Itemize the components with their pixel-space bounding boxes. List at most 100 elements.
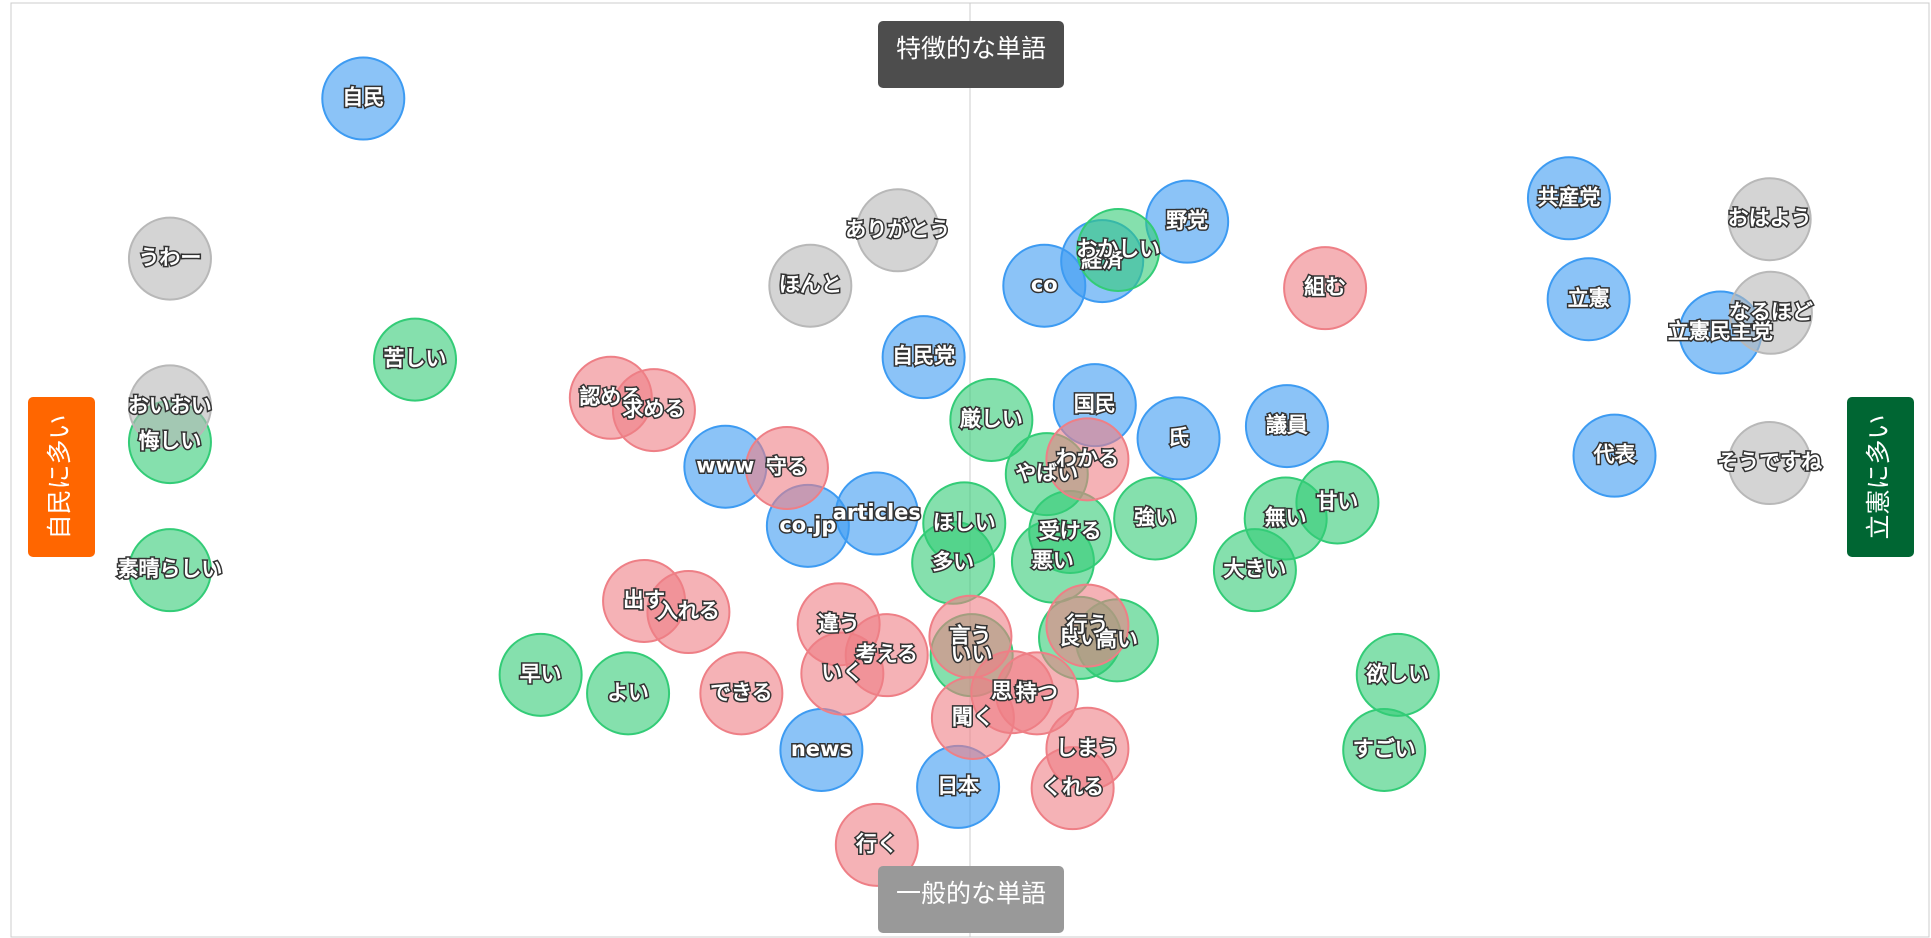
word-label: 良い <box>1059 625 1101 649</box>
word-label: おはよう <box>1728 206 1812 230</box>
word-bubble <box>321 56 406 141</box>
top-label-box <box>878 21 1064 88</box>
right-label: 立憲に多い <box>1864 414 1893 539</box>
word-label: くれる <box>1041 775 1104 799</box>
word-label: わかる <box>1056 446 1119 470</box>
word-label: 行う <box>1065 613 1108 637</box>
word-label: 大きい <box>1223 557 1286 581</box>
word-bubble <box>1045 583 1130 668</box>
word-label: 日本 <box>937 774 979 798</box>
word-label: 代表 <box>1593 443 1637 467</box>
word-label: 考える <box>855 642 917 666</box>
word-label: 甘い <box>1316 489 1358 513</box>
bottom-label: 一般的な単語 <box>896 879 1046 908</box>
word-label: 認める <box>579 385 642 409</box>
word-bubble <box>1546 257 1631 342</box>
word-bubble <box>1727 421 1812 506</box>
word-label: 思う <box>991 679 1033 703</box>
word-label: ありがとう <box>845 217 950 241</box>
word-bubble <box>881 315 966 400</box>
word-label: なるほど <box>1729 300 1813 324</box>
word-label: できる <box>710 680 773 704</box>
word-label: 受ける <box>1039 519 1102 543</box>
word-bubble <box>1295 460 1380 545</box>
word-bubble <box>1045 417 1130 502</box>
word-label: 多い <box>932 550 974 574</box>
word-label: 行く <box>855 832 898 856</box>
word-label: 経済 <box>1081 248 1124 272</box>
word-bubble <box>834 471 919 556</box>
word-bubble <box>373 317 458 402</box>
word-bubble <box>949 377 1034 462</box>
left-label: 自民に多い <box>45 414 74 539</box>
word-label: 悪い <box>1032 549 1074 573</box>
word-bubble <box>498 632 583 717</box>
bottom-label-box <box>878 866 1064 933</box>
word-bubble <box>611 368 696 453</box>
word-label: 組む <box>1304 275 1346 299</box>
word-bubble <box>127 528 212 613</box>
word-label: 素晴らしい <box>117 557 222 581</box>
word-label: 議員 <box>1266 413 1308 437</box>
word-label: ほしい <box>933 510 996 534</box>
word-label: 共産党 <box>1537 185 1600 209</box>
word-bubble <box>1283 246 1368 331</box>
word-bubble <box>800 631 885 716</box>
word-label: 入れる <box>657 599 720 623</box>
word-label: そうですね <box>1717 450 1822 474</box>
word-label: 立憲民主党 <box>1668 320 1773 344</box>
word-bubble <box>1526 156 1611 241</box>
word-bubble <box>1728 270 1813 355</box>
word-bubble <box>1244 384 1329 469</box>
word-label: 厳しい <box>960 407 1023 431</box>
word-bubble <box>646 570 731 655</box>
word-label: co <box>1031 273 1058 297</box>
word-label: いく <box>821 661 863 685</box>
word-label: 守る <box>766 455 808 479</box>
word-label: 出す <box>623 588 665 612</box>
word-label: 求める <box>622 397 685 421</box>
word-bubble <box>930 675 1015 760</box>
word-label: 野党 <box>1166 209 1208 233</box>
word-label: 強い <box>1134 505 1176 529</box>
word-bubble <box>127 216 212 301</box>
word-label: よい <box>607 680 649 704</box>
word-label: やばい <box>1015 461 1078 485</box>
word-label: 高い <box>1096 627 1138 651</box>
word-label: 違う <box>818 611 860 635</box>
word-label: 聞く <box>952 705 994 729</box>
word-label: すごい <box>1353 737 1416 761</box>
word-bubble <box>1030 746 1115 831</box>
word-bubble <box>1136 396 1221 481</box>
word-bubble <box>768 243 853 328</box>
word-label: 氏 <box>1168 425 1189 449</box>
word-bubble <box>1212 528 1297 613</box>
word-bubble <box>1342 707 1427 792</box>
word-label: 無い <box>1265 505 1307 529</box>
word-bubble <box>855 188 940 273</box>
word-bubble <box>1076 207 1161 292</box>
word-label: おかしい <box>1076 237 1160 261</box>
word-bubble <box>744 425 829 510</box>
right-label-box <box>1847 397 1914 557</box>
word-label: うわー <box>138 246 201 270</box>
word-label: 欲しい <box>1365 662 1429 686</box>
word-bubble <box>586 651 671 736</box>
word-bubble <box>1727 177 1812 262</box>
word-label: ほんと <box>779 273 842 297</box>
word-label: 持つ <box>1016 680 1058 704</box>
word-label: いい <box>951 642 993 666</box>
word-label: しまう <box>1056 736 1119 760</box>
word-label: 自民 <box>342 86 384 110</box>
word-bubble <box>1113 476 1198 561</box>
word-bubble <box>127 364 212 449</box>
word-label: 早い <box>520 662 562 686</box>
word-label: 立憲 <box>1568 286 1610 310</box>
word-label: 悔しい <box>138 429 201 453</box>
top-label: 特徴的な単語 <box>896 34 1046 63</box>
left-label-box <box>28 397 95 557</box>
word-label: 自民党 <box>892 344 955 368</box>
word-label: おいおい <box>128 393 212 417</box>
